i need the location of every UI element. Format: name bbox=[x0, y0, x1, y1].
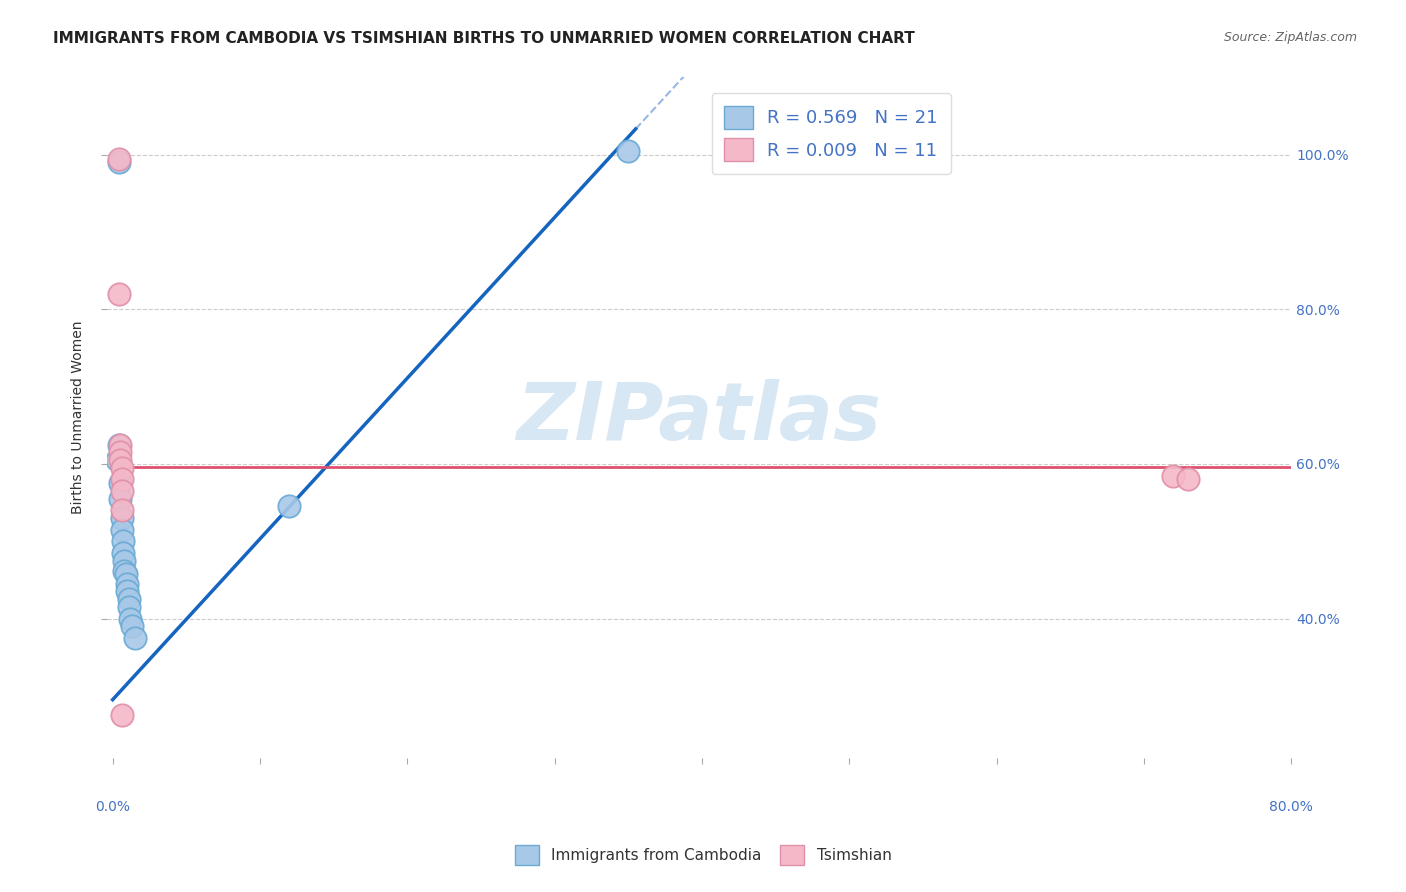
Point bbox=[114, 553, 136, 567]
Legend: Immigrants from Cambodia, Tsimshian: Immigrants from Cambodia, Tsimshian bbox=[509, 839, 897, 871]
Point bbox=[120, 611, 142, 625]
Point bbox=[108, 491, 131, 506]
Point bbox=[108, 437, 131, 451]
Point bbox=[107, 152, 129, 166]
Point bbox=[108, 453, 131, 467]
Point bbox=[107, 286, 129, 301]
Point bbox=[108, 445, 131, 459]
Point bbox=[111, 546, 134, 560]
Point bbox=[121, 619, 143, 633]
Text: 0.0%: 0.0% bbox=[96, 800, 131, 814]
Text: Source: ZipAtlas.com: Source: ZipAtlas.com bbox=[1223, 31, 1357, 45]
Point bbox=[124, 631, 146, 645]
Point bbox=[117, 576, 139, 591]
Y-axis label: Births to Unmarried Women: Births to Unmarried Women bbox=[72, 321, 86, 515]
Text: ZIPatlas: ZIPatlas bbox=[516, 378, 882, 457]
Text: 80.0%: 80.0% bbox=[1270, 800, 1313, 814]
Point bbox=[118, 592, 141, 607]
Point bbox=[110, 503, 132, 517]
Point bbox=[1177, 472, 1199, 486]
Legend: R = 0.569   N = 21, R = 0.009   N = 11: R = 0.569 N = 21, R = 0.009 N = 11 bbox=[711, 94, 950, 174]
Point bbox=[105, 453, 128, 467]
Point bbox=[107, 155, 129, 169]
Point bbox=[110, 483, 132, 498]
Point bbox=[617, 144, 640, 158]
Point bbox=[1163, 468, 1185, 483]
Point bbox=[111, 534, 134, 549]
Point bbox=[110, 472, 132, 486]
Point bbox=[114, 564, 136, 578]
Point bbox=[108, 476, 131, 491]
Point bbox=[117, 584, 139, 599]
Point bbox=[118, 599, 141, 614]
Point bbox=[110, 523, 132, 537]
Point bbox=[107, 437, 129, 451]
Point bbox=[110, 708, 132, 723]
Point bbox=[110, 460, 132, 475]
Point bbox=[110, 511, 132, 525]
Text: IMMIGRANTS FROM CAMBODIA VS TSIMSHIAN BIRTHS TO UNMARRIED WOMEN CORRELATION CHAR: IMMIGRANTS FROM CAMBODIA VS TSIMSHIAN BI… bbox=[53, 31, 915, 46]
Point bbox=[115, 566, 138, 581]
Point bbox=[278, 500, 301, 514]
